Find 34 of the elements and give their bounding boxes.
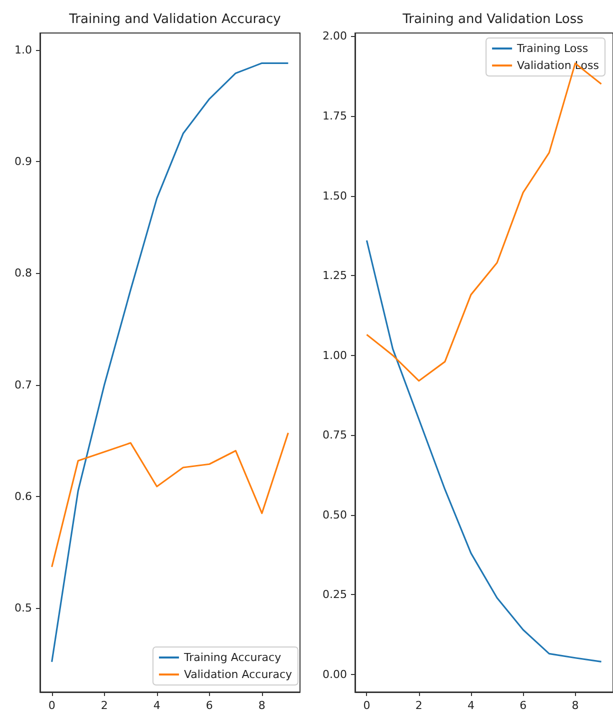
line-series bbox=[366, 62, 602, 382]
y-tick-label: 1.0 bbox=[14, 43, 32, 56]
y-tick-label: 0.5 bbox=[14, 602, 32, 615]
y-tick-label: 1.25 bbox=[322, 269, 347, 282]
legend-label: Training Accuracy bbox=[182, 651, 282, 664]
legend-label: Validation Accuracy bbox=[184, 668, 292, 681]
x-tick-label: 8 bbox=[258, 699, 266, 712]
x-tick-label: 2 bbox=[415, 699, 422, 712]
y-tick-label: 0.6 bbox=[14, 490, 32, 504]
chart-title: Training and Validation Loss bbox=[402, 12, 584, 27]
y-tick-label: 0.25 bbox=[322, 588, 347, 602]
y-tick-label: 0.9 bbox=[14, 154, 32, 168]
y-tick-label: 1.50 bbox=[322, 189, 347, 202]
x-tick-label: 8 bbox=[572, 699, 579, 712]
line-series bbox=[51, 432, 289, 568]
y-tick-label: 0.00 bbox=[322, 668, 347, 681]
line-series bbox=[51, 62, 289, 663]
x-tick-label: 4 bbox=[153, 699, 160, 712]
line-series bbox=[366, 240, 602, 662]
x-tick-label: 2 bbox=[100, 699, 108, 712]
x-tick-label: 0 bbox=[48, 699, 56, 712]
x-tick-label: 0 bbox=[363, 699, 370, 712]
legend-label: Training Loss bbox=[516, 42, 588, 55]
y-tick-label: 1.00 bbox=[322, 348, 347, 362]
x-tick-label: 6 bbox=[520, 699, 527, 712]
y-tick-label: 0.8 bbox=[14, 266, 32, 280]
y-tick-label: 1.75 bbox=[322, 109, 347, 122]
x-tick-label: 6 bbox=[206, 699, 213, 712]
x-tick-label: 4 bbox=[467, 699, 474, 712]
chart-title: Training and Validation Accuracy bbox=[68, 12, 282, 27]
y-tick-label: 0.7 bbox=[14, 378, 32, 392]
y-tick-label: 0.75 bbox=[322, 428, 347, 442]
y-tick-label: 2.00 bbox=[322, 30, 347, 43]
y-tick-label: 0.50 bbox=[322, 508, 347, 522]
